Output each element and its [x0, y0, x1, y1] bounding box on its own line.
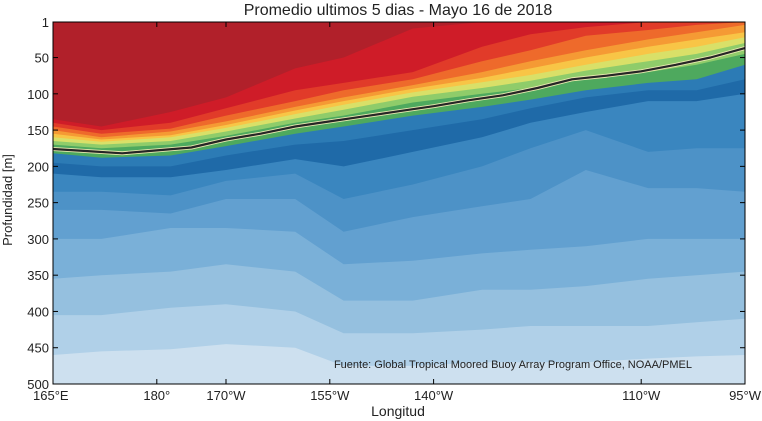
y-tick-label: 250 [27, 196, 49, 211]
x-tick-label: 180° [143, 388, 170, 403]
y-axis-title: Profundidad [m] [0, 154, 15, 246]
x-tick-label: 110°W [622, 388, 661, 403]
x-tick-label: 165°E [33, 388, 69, 403]
y-tick-label: 150 [27, 123, 49, 138]
y-tick-label: 350 [27, 268, 49, 283]
x-tick-label: 95°W [729, 388, 762, 403]
x-tick-label: 155°W [310, 388, 350, 403]
y-tick-label: 300 [27, 232, 49, 247]
plot-area [52, 22, 746, 385]
source-note: Fuente: Global Tropical Moored Buoy Arra… [334, 359, 692, 371]
x-tick-label: 170°W [206, 388, 246, 403]
y-tick-label: 500 [27, 377, 49, 392]
temperature-band-18 [53, 344, 745, 384]
x-tick-label: 140°W [414, 388, 454, 403]
x-axis-title: Longitud [371, 403, 425, 419]
chart-title: Promedio ultimos 5 dias - Mayo 16 de 201… [244, 2, 553, 19]
temperature-bands [53, 22, 745, 385]
isotherm-20c-line [52, 47, 746, 155]
y-tick-label: 200 [27, 159, 49, 174]
x-axis: 165°E 180° 170°W 155°W 140°W 110°W 95°W [33, 22, 762, 403]
y-tick-label: 1 [42, 15, 49, 30]
y-tick-label: 450 [27, 341, 49, 356]
y-tick-label: 50 [35, 51, 49, 66]
y-tick-label: 100 [27, 87, 49, 102]
y-tick-label: 400 [27, 304, 49, 319]
